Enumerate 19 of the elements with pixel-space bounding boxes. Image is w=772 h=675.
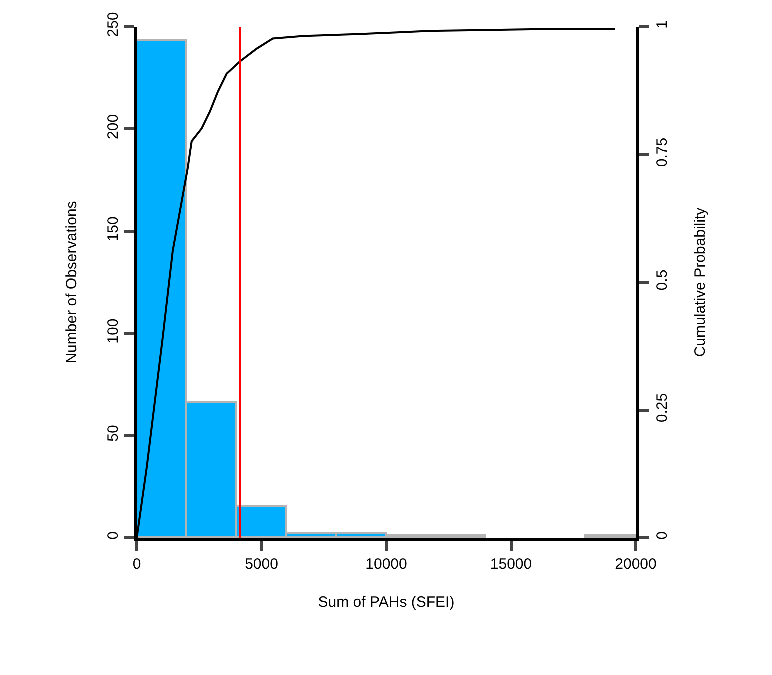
y2-tick-label: 1: [654, 20, 671, 29]
x-axis-title: Sum of PAHs (SFEI): [318, 594, 455, 611]
y2-axis-title: Cumulative Probability: [692, 207, 709, 358]
y-tick-label: 250: [105, 12, 122, 38]
y2-tick-label: 0: [654, 532, 671, 540]
x-tick-label: 20000: [615, 556, 657, 573]
y-tick-label: 200: [105, 114, 122, 140]
y-axis-title: Number of Observations: [63, 201, 80, 364]
x-tick-label: 10000: [366, 556, 408, 573]
y-tick-label: 150: [105, 216, 122, 242]
y2-tick-label: 0.25: [654, 393, 671, 423]
y-tick-label: 50: [105, 425, 122, 442]
y-tick-label: 100: [105, 318, 122, 344]
y2-tick-label: 0.5: [654, 270, 671, 291]
x-tick-label: 15000: [490, 556, 532, 573]
x-tick-label: 5000: [245, 556, 278, 573]
x-tick-label: 0: [132, 556, 142, 573]
y-tick-label: 0: [105, 532, 122, 540]
y2-tick-label: 0.75: [654, 138, 671, 168]
